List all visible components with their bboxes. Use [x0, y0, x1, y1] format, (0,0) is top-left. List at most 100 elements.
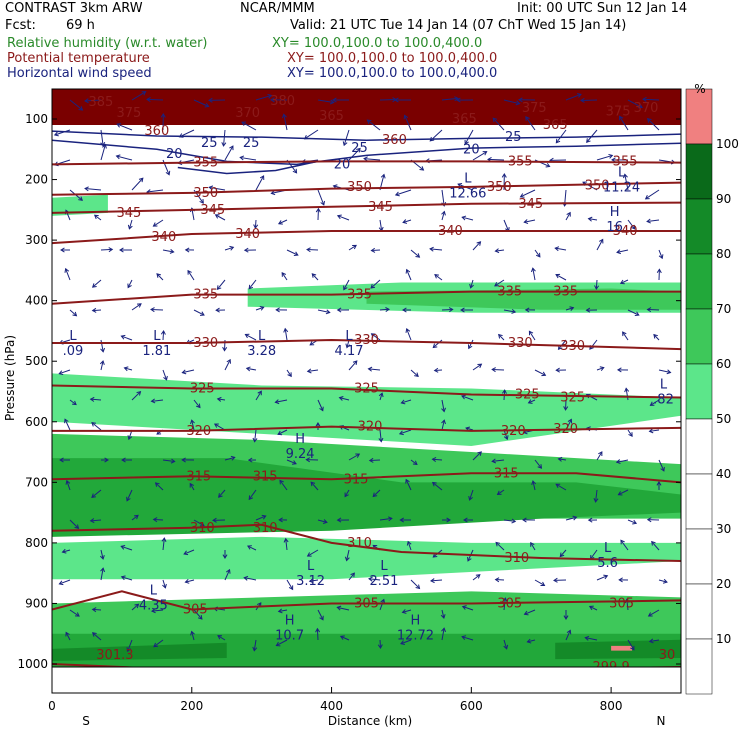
- wind-vector-head: [402, 307, 407, 313]
- wind-vector-head: [588, 605, 594, 611]
- wind-vector: [150, 308, 164, 311]
- theta-label: 330: [193, 336, 218, 351]
- colorbar-tick-label: 60: [716, 357, 731, 371]
- wind-vector-head: [325, 309, 331, 315]
- wind-vector-head: [319, 615, 324, 621]
- wind-vector: [596, 239, 604, 251]
- wind-vector-head: [216, 396, 222, 402]
- wind-vector-head: [441, 419, 446, 425]
- wind-vector: [555, 274, 567, 281]
- wind-vector-head: [342, 141, 348, 147]
- wind-vector: [348, 572, 355, 581]
- extremum-value: 12.66: [449, 187, 486, 202]
- rh-shading: [52, 89, 681, 667]
- wind-vector: [124, 367, 133, 371]
- wind-vector-head: [372, 492, 378, 498]
- wind-vector: [596, 451, 603, 461]
- wind-vector-head: [59, 457, 64, 463]
- wind-vector: [432, 458, 443, 461]
- wind-vector: [618, 489, 629, 496]
- wind-vector: [127, 279, 133, 288]
- wind-vector-head: [638, 103, 643, 109]
- wind-vector-head: [151, 608, 156, 614]
- wind-vector-head: [649, 401, 655, 406]
- wind-vector-head: [594, 285, 600, 290]
- wind-vector-head: [293, 251, 299, 257]
- theta-label: 360: [382, 133, 407, 148]
- wind-vector-head: [215, 307, 220, 313]
- wind-vector-head: [585, 307, 591, 313]
- y-tick-label: 200: [25, 173, 48, 187]
- wind-vector: [503, 598, 506, 611]
- wind-vector: [286, 369, 292, 377]
- wind-vector: [627, 519, 637, 524]
- wind-vector: [645, 189, 660, 200]
- theta-label: 380: [270, 94, 295, 109]
- wind-vector-head: [120, 575, 126, 581]
- wind-vector-head: [494, 248, 500, 254]
- wind-vector: [84, 99, 102, 102]
- y-axis-label: Pressure (hPa): [3, 335, 17, 421]
- wind-vector-head: [593, 498, 599, 503]
- wind-vector-head: [537, 464, 543, 469]
- wind-vector: [410, 249, 420, 258]
- wind-vector: [131, 514, 139, 521]
- wind-vector-head: [212, 517, 217, 523]
- theta-label: 335: [497, 285, 522, 300]
- wind-vector: [151, 399, 164, 402]
- wind-vector-head: [257, 390, 262, 396]
- theta-label: 320: [553, 422, 578, 437]
- y-tick-label: 1000: [17, 657, 48, 671]
- wind-vector-head: [53, 131, 59, 137]
- wind-vector-head: [72, 311, 78, 317]
- theta-label: 340: [151, 230, 176, 245]
- colorbar-tick-label: 80: [716, 247, 731, 261]
- wind-vector-head: [322, 519, 328, 524]
- field-name-wind: Horizontal wind speed: [7, 66, 152, 81]
- wind-vector: [92, 279, 102, 288]
- extremum-marker: H: [411, 614, 421, 629]
- theta-label: 310: [253, 521, 278, 536]
- wind-vector-head: [78, 196, 83, 201]
- colorbar-tick-label: 70: [716, 302, 731, 316]
- wind-vector-head: [184, 578, 190, 584]
- wind-vector-head: [630, 645, 635, 651]
- wind-vector-head: [378, 437, 384, 443]
- wind-vector: [653, 334, 660, 341]
- wind-vector: [379, 599, 385, 611]
- wind-vector-head: [648, 638, 654, 644]
- theta-contour-310: [52, 523, 681, 563]
- y-tick-label: 700: [25, 475, 48, 489]
- wind-vector: [461, 395, 474, 401]
- wind-vector: [406, 328, 412, 341]
- wind-vector: [127, 639, 133, 652]
- wind-vector-head: [415, 253, 421, 258]
- wind-vector-head: [65, 631, 70, 637]
- wind-vector-head: [208, 185, 214, 191]
- wind-vector-head: [329, 99, 335, 105]
- wind-vector-head: [441, 627, 447, 633]
- theta-contour-350: [52, 181, 681, 196]
- wind-vector-head: [305, 457, 311, 463]
- wind-vector-head: [121, 457, 126, 463]
- wind-vector-head: [277, 220, 283, 225]
- wind-vector: [658, 369, 671, 373]
- wind-vector: [503, 219, 510, 232]
- extremum-value: .82: [653, 393, 674, 408]
- colorbar-tick-label: 30: [716, 522, 731, 536]
- wind-vector-head: [431, 456, 437, 462]
- wind-vector-head: [656, 481, 662, 486]
- wind-vector: [596, 575, 608, 581]
- theta-contour-320: [52, 425, 681, 432]
- wind-vector: [279, 480, 288, 491]
- wind-vector-head: [619, 115, 624, 121]
- wind-vector: [244, 577, 257, 581]
- wind-vector: [191, 631, 195, 641]
- wind-vector: [92, 608, 102, 611]
- x-tick-label: 800: [600, 699, 623, 713]
- colorbar-swatch: [685, 308, 713, 365]
- wind-vector: [472, 363, 482, 371]
- wind-vector: [379, 639, 381, 649]
- wind-speed-contours: [52, 130, 681, 175]
- wind-vector-head: [492, 117, 498, 123]
